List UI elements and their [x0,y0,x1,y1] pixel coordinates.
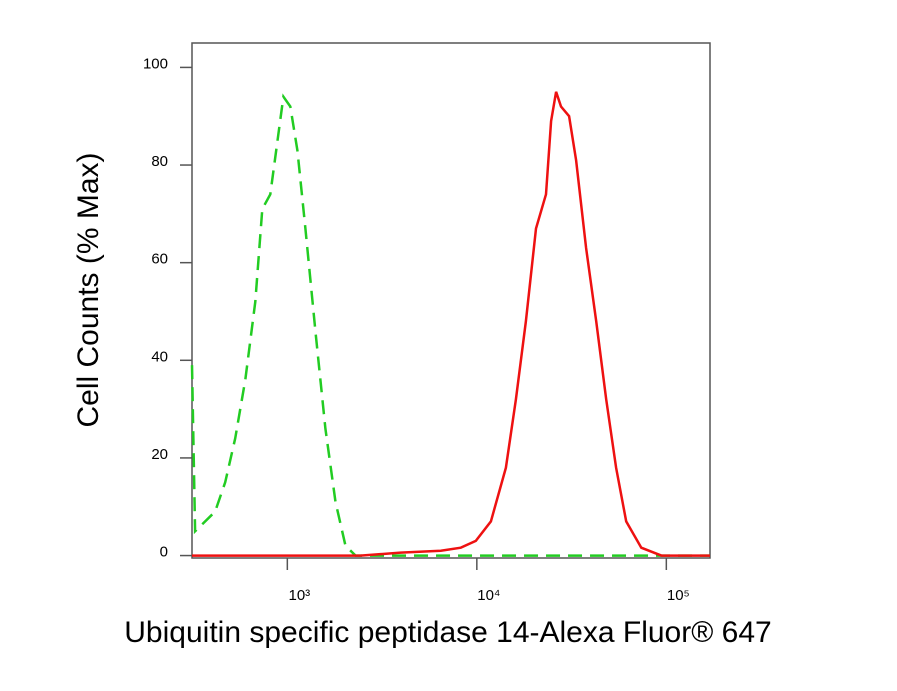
x-tick-label: 10³ [288,587,310,604]
y-tick-label: 100 [143,55,168,72]
plot-frame [191,42,711,559]
x-tick-label: 10⁴ [477,587,500,604]
y-axis-label: Cell Counts (% Max) [72,152,105,427]
series-line [190,93,710,557]
y-tick-label: 20 [151,446,168,463]
series-line [192,91,710,557]
x-axis-label: Ubiquitin specific peptidase 14-Alexa Fl… [124,616,771,649]
y-tick-label: 40 [151,348,168,365]
y-tick-label: 60 [151,251,168,268]
y-tick-label: 0 [160,544,168,561]
y-tick-label: 80 [151,153,168,170]
x-tick-label: 10⁵ [667,587,690,604]
